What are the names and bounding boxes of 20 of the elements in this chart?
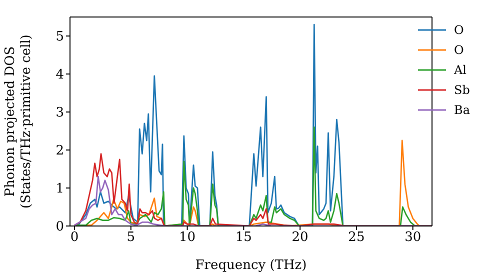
legend-label: Ba bbox=[454, 102, 470, 119]
legend-label: O bbox=[454, 42, 464, 59]
x-tick-label: 15 bbox=[235, 230, 252, 246]
legend-label: Sb bbox=[454, 82, 470, 99]
x-tick-label: 10 bbox=[179, 230, 196, 246]
x-tick-label: 5 bbox=[126, 230, 136, 246]
x-tick-label: 30 bbox=[404, 230, 422, 246]
y-tick-label: 4 bbox=[56, 68, 64, 83]
y-tick-label: 0 bbox=[56, 220, 64, 235]
legend-label: Al bbox=[454, 62, 467, 79]
x-axis-title: Frequency (THz) bbox=[195, 258, 307, 273]
y-tick-label: 3 bbox=[56, 106, 64, 121]
y-tick-label: 5 bbox=[56, 30, 64, 45]
legend-label: O bbox=[454, 22, 464, 39]
y-tick-label: 2 bbox=[56, 144, 64, 159]
y-axis-title: Phonon projected DOS (States/THz·primitive cell) bbox=[3, 34, 34, 209]
y-tick-label: 1 bbox=[56, 182, 64, 197]
x-tick-label: 25 bbox=[348, 230, 365, 246]
x-tick-label: 0 bbox=[70, 230, 79, 246]
x-tick-label: 20 bbox=[292, 230, 308, 246]
